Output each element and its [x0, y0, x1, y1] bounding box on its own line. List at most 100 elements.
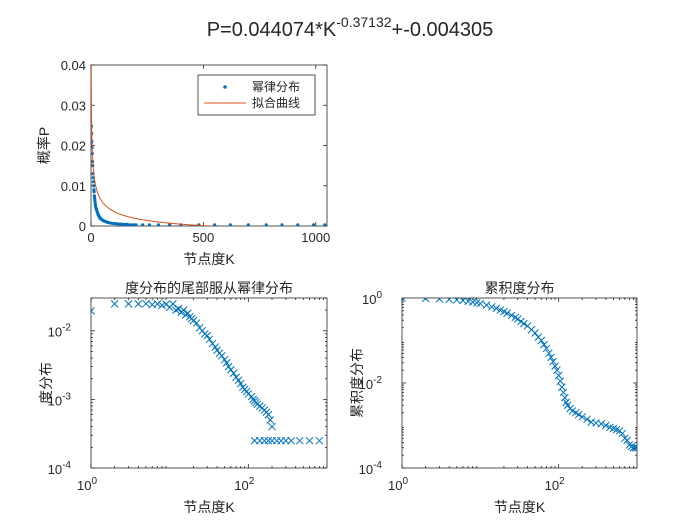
- data-point: [315, 436, 324, 445]
- data-point: [189, 316, 198, 325]
- x-tick-label-exp: 2: [559, 476, 565, 487]
- subplot-title: 累积度分布: [485, 280, 555, 296]
- data-point: [205, 335, 214, 344]
- y-axis-label: 概率P: [36, 127, 52, 164]
- fit-curve-line: [91, 65, 219, 226]
- data-point: [227, 365, 235, 374]
- data-point: [578, 412, 587, 421]
- data-point: [120, 222, 125, 226]
- data-point: [295, 436, 304, 445]
- data-point: [464, 298, 473, 306]
- data-point: [224, 362, 233, 371]
- y-tick-label-base: 10: [48, 325, 62, 340]
- data-point: [296, 223, 300, 226]
- x-tick-label: 100: [388, 476, 408, 493]
- data-point: [142, 299, 150, 308]
- data-point: [116, 222, 120, 226]
- data-point: [551, 362, 559, 370]
- data-point: [540, 340, 548, 349]
- data-point: [123, 222, 127, 226]
- data-point: [545, 349, 553, 358]
- data-point: [547, 353, 555, 362]
- data-point: [421, 298, 430, 303]
- data-point: [110, 300, 119, 308]
- data-point: [487, 302, 496, 311]
- x-tick-label-exp: 0: [402, 476, 408, 487]
- data-point: [147, 223, 152, 226]
- figure-title-prefix: P=0.044074*K: [207, 19, 337, 41]
- data-point: [287, 436, 295, 445]
- y-tick-label-base: 10: [48, 393, 62, 408]
- y-tick-label: 10-4: [48, 460, 72, 477]
- x-tick-label: 102: [234, 476, 254, 493]
- data-point: [629, 443, 637, 452]
- data-point: [445, 298, 454, 304]
- data-point: [169, 300, 177, 308]
- data-point: [153, 300, 162, 308]
- data-point: [134, 223, 138, 226]
- data-point: [587, 418, 596, 426]
- data-point: [192, 319, 201, 327]
- data-point: [597, 419, 606, 428]
- data-point: [601, 421, 610, 430]
- data-point: [124, 300, 133, 308]
- y-tick-label: 0: [79, 219, 86, 234]
- data-point: [631, 443, 637, 452]
- data-point: [268, 422, 276, 431]
- data-point: [228, 223, 232, 226]
- y-tick-label-exp: -3: [62, 391, 71, 402]
- figure-title: P=0.044074*K-0.37132+-0.004305: [207, 14, 494, 41]
- data-point: [156, 223, 161, 226]
- x-tick-label: 100: [77, 476, 97, 493]
- plot-area: [91, 65, 327, 226]
- legend-marker-dot: [223, 85, 227, 89]
- data-point: [168, 223, 172, 226]
- y-tick-label: 10-4: [359, 460, 383, 477]
- y-tick-label-exp: -4: [373, 460, 382, 471]
- data-point: [213, 223, 217, 226]
- y-tick-label: 10-2: [48, 323, 72, 340]
- plot-area: [402, 298, 637, 452]
- data-point: [217, 352, 226, 360]
- data-point: [134, 300, 143, 308]
- data-point: [452, 298, 461, 304]
- legend-entry-label: 拟合曲线: [252, 95, 300, 110]
- data-point: [513, 315, 522, 323]
- data-point: [179, 306, 188, 314]
- y-tick-label: 10-3: [48, 391, 72, 408]
- x-tick-label: 0: [87, 230, 94, 245]
- data-point: [558, 383, 566, 391]
- y-tick-label-exp: 0: [376, 290, 382, 301]
- x-tick-label: 1000: [301, 230, 330, 245]
- data-point: [323, 223, 327, 226]
- data-point: [554, 371, 563, 380]
- data-point: [91, 306, 95, 315]
- data-point: [583, 415, 591, 424]
- y-axis-label: 累积度分布: [349, 348, 365, 418]
- data-point: [183, 309, 192, 318]
- data-point: [266, 416, 275, 424]
- y-tick-label: 0.04: [61, 58, 86, 73]
- data-point: [264, 410, 273, 419]
- y-tick-label: 0.03: [61, 98, 86, 113]
- x-tick-label-exp: 2: [249, 476, 255, 487]
- plot-area: [91, 299, 324, 445]
- data-point: [507, 311, 516, 320]
- data-point: [476, 299, 485, 308]
- data-point: [92, 184, 96, 188]
- x-tick-label: 102: [545, 476, 565, 493]
- data-point: [618, 429, 627, 438]
- legend-entry-label: 幂律分布: [252, 80, 300, 94]
- data-point: [402, 298, 406, 302]
- data-point: [623, 436, 632, 445]
- data-point: [542, 344, 551, 353]
- data-point: [264, 436, 273, 445]
- data-point: [531, 329, 539, 337]
- data-point: [563, 401, 572, 410]
- x-axis-label: 节点度K: [183, 499, 235, 515]
- data-point: [111, 221, 116, 226]
- data-point: [234, 376, 243, 385]
- data-point: [174, 304, 183, 313]
